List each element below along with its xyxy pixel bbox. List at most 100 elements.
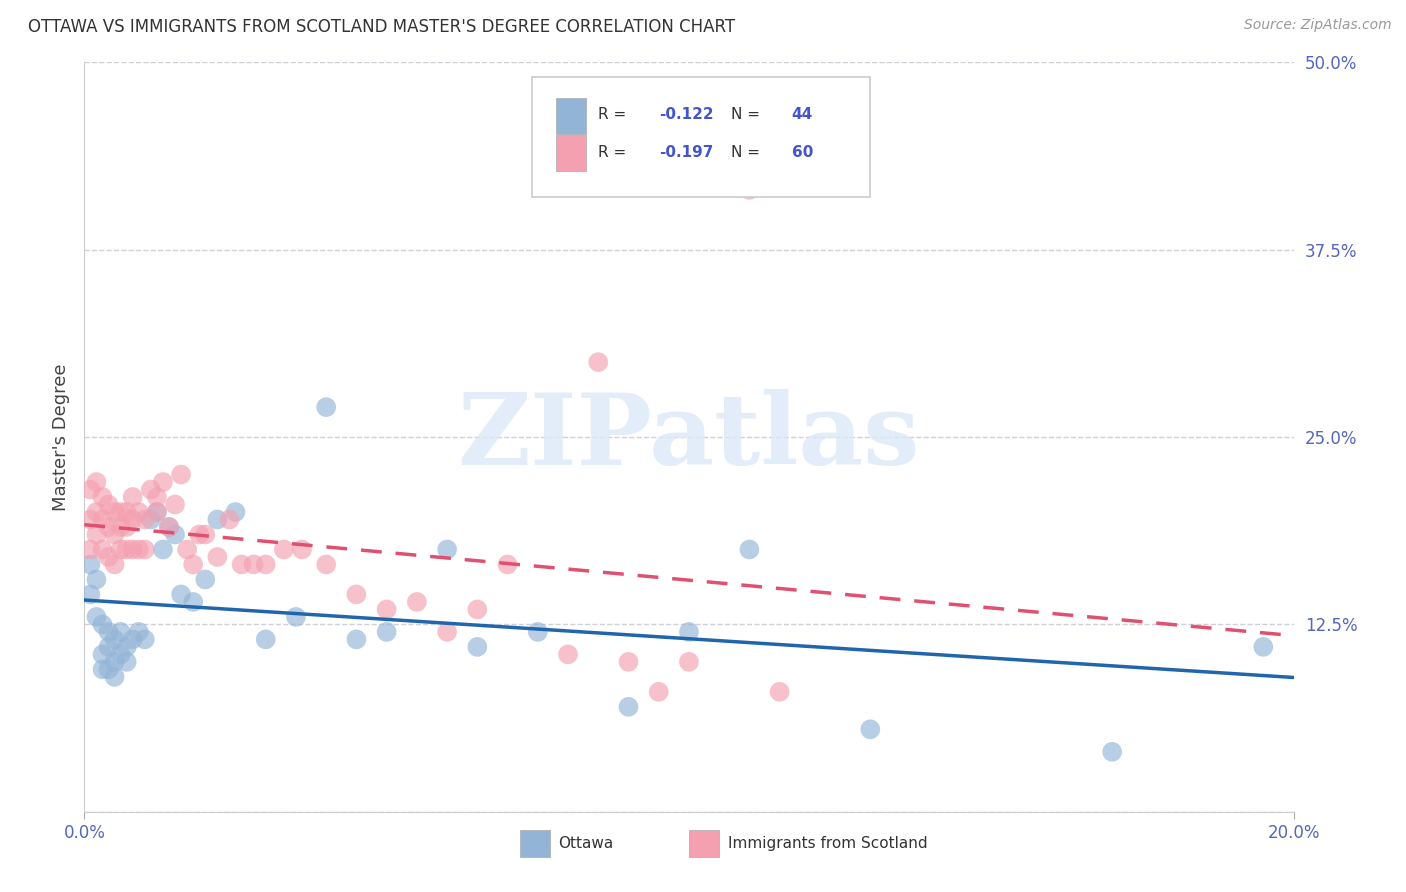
Point <box>97 662 120 676</box>
Point <box>170 467 193 482</box>
Point <box>79 558 101 572</box>
Text: -0.197: -0.197 <box>659 145 713 160</box>
Point <box>86 527 108 541</box>
Point <box>225 505 247 519</box>
Point <box>104 558 127 572</box>
Point <box>315 400 337 414</box>
Point <box>291 542 314 557</box>
Text: R =: R = <box>599 145 631 160</box>
Point <box>91 512 114 526</box>
Point <box>738 542 761 557</box>
Point <box>436 624 458 639</box>
Point <box>242 558 264 572</box>
Point <box>134 632 156 647</box>
Point <box>86 573 108 587</box>
Point <box>91 490 114 504</box>
Point <box>139 483 162 497</box>
Text: N =: N = <box>731 107 765 122</box>
Point <box>678 624 700 639</box>
Point <box>104 670 127 684</box>
Point <box>254 632 277 647</box>
Point <box>375 602 398 616</box>
Point <box>738 183 761 197</box>
Point <box>79 542 101 557</box>
Text: N =: N = <box>731 145 765 160</box>
Point <box>146 505 169 519</box>
Point <box>128 542 150 557</box>
Point <box>527 624 550 639</box>
Point <box>859 723 882 737</box>
Point <box>97 498 120 512</box>
Bar <box>555 135 586 171</box>
Point <box>207 549 229 564</box>
Point <box>134 542 156 557</box>
Point <box>104 655 127 669</box>
Point <box>115 655 138 669</box>
Y-axis label: Master's Degree: Master's Degree <box>52 363 70 511</box>
Point <box>97 640 120 654</box>
Point <box>115 640 138 654</box>
Point <box>110 505 132 519</box>
Point <box>194 573 217 587</box>
Point <box>115 505 138 519</box>
Point <box>617 655 640 669</box>
Point <box>588 355 610 369</box>
Point <box>121 512 143 526</box>
Point <box>86 475 108 489</box>
Point <box>121 542 143 557</box>
Point <box>1253 640 1275 654</box>
Point <box>157 520 180 534</box>
Point <box>467 640 489 654</box>
Point <box>104 527 127 541</box>
Point <box>146 505 169 519</box>
Point <box>115 542 138 557</box>
Point <box>194 527 217 541</box>
Point <box>557 648 579 662</box>
Text: R =: R = <box>599 107 631 122</box>
Point <box>648 685 671 699</box>
Point <box>139 512 162 526</box>
Point <box>170 587 193 601</box>
Point <box>86 505 108 519</box>
Point <box>207 512 229 526</box>
Point <box>91 648 114 662</box>
Point <box>104 632 127 647</box>
Text: OTTAWA VS IMMIGRANTS FROM SCOTLAND MASTER'S DEGREE CORRELATION CHART: OTTAWA VS IMMIGRANTS FROM SCOTLAND MASTE… <box>28 18 735 36</box>
Point <box>436 542 458 557</box>
Point <box>496 558 519 572</box>
Point <box>110 520 132 534</box>
Point <box>110 624 132 639</box>
Text: -0.122: -0.122 <box>659 107 713 122</box>
Point <box>157 520 180 534</box>
Point <box>176 542 198 557</box>
Point <box>678 655 700 669</box>
Point <box>97 549 120 564</box>
Point <box>121 632 143 647</box>
Point <box>467 602 489 616</box>
Text: 44: 44 <box>792 107 813 122</box>
Point <box>617 699 640 714</box>
Point <box>91 542 114 557</box>
Point <box>115 520 138 534</box>
Bar <box>555 97 586 134</box>
Point <box>285 610 308 624</box>
Point <box>152 542 174 557</box>
Point <box>146 490 169 504</box>
Point <box>91 617 114 632</box>
FancyBboxPatch shape <box>531 78 870 197</box>
Point <box>110 648 132 662</box>
Point <box>1101 745 1123 759</box>
Point <box>91 662 114 676</box>
Point <box>254 558 277 572</box>
Point <box>79 512 101 526</box>
Point <box>134 512 156 526</box>
Point <box>104 505 127 519</box>
Text: Ottawa: Ottawa <box>558 836 613 851</box>
Point <box>273 542 295 557</box>
Bar <box>689 830 720 856</box>
Point <box>86 610 108 624</box>
Text: Immigrants from Scotland: Immigrants from Scotland <box>728 836 928 851</box>
Text: 60: 60 <box>792 145 813 160</box>
Point <box>375 624 398 639</box>
Point <box>128 624 150 639</box>
